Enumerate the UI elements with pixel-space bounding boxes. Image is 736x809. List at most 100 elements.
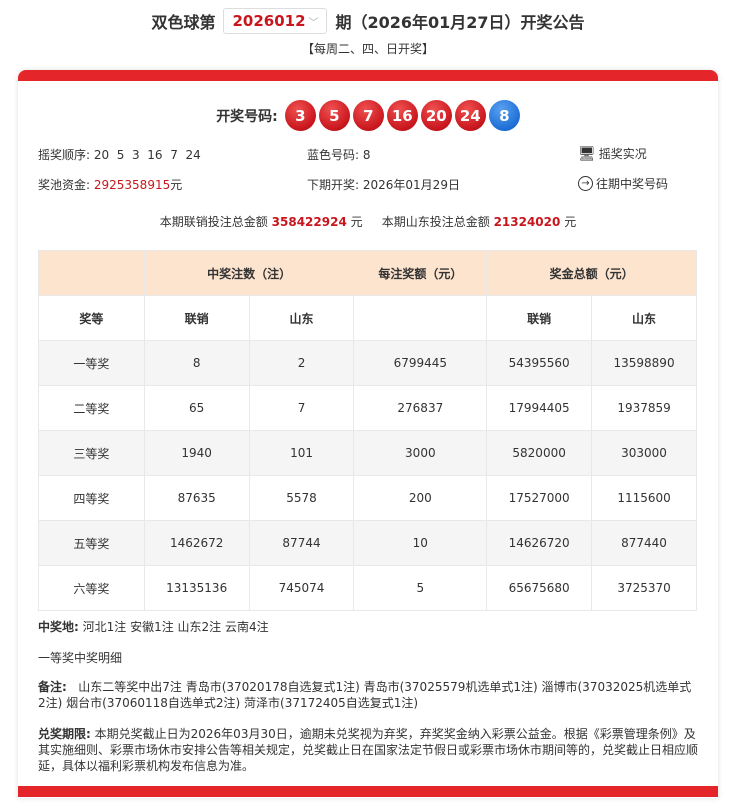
header-per-prize: 每注奖额（元） <box>353 250 488 296</box>
pool-label: 奖池资金: <box>38 178 91 192</box>
claim-deadline: 兑奖期限: 本期兑奖截止日为2026年03月30日，逾期未兑奖视为弃奖，弃奖奖金… <box>38 726 698 774</box>
next-label: 下期开奖: <box>307 178 360 192</box>
table-cell: 8 <box>143 340 250 386</box>
table-cell: 276837 <box>353 385 488 431</box>
table-cell: 7 <box>248 385 355 431</box>
chevron-down-icon: ﹀ <box>308 17 319 29</box>
table-cell: 6799445 <box>353 340 488 386</box>
table-cell: 3725370 <box>591 565 697 611</box>
table-cell: 303000 <box>591 430 697 476</box>
table-cell: 1940 <box>143 430 250 476</box>
header-shandong: 山东 <box>591 295 697 341</box>
header-national: 联销 <box>486 295 593 341</box>
arrow-circle-icon: → <box>578 176 593 191</box>
table-cell: 5 <box>353 565 488 611</box>
prize-table: 中奖注数（注） 每注奖额（元） 奖金总额（元） 奖等 联销 山东 联销 山东 一等奖 8 2 67… <box>38 250 697 611</box>
shandong-sales-value: 21324020 <box>493 215 561 229</box>
red-ball: 5 <box>318 100 350 131</box>
live-draw-link[interactable]: 🖥 摇奖实况 <box>578 145 647 162</box>
table-cell: 1462672 <box>143 520 250 566</box>
table-cell: 10 <box>353 520 488 566</box>
winners-label: 中奖地: <box>38 620 79 634</box>
pool-unit: 元 <box>170 178 183 192</box>
history-link-label: 往期中奖号码 <box>596 177 669 191</box>
red-ball: 20 <box>420 100 452 131</box>
shandong-sales-label: 本期山东投注总金额 <box>381 215 490 229</box>
red-ball: 3 <box>284 100 316 131</box>
prize-level: 六等奖 <box>38 565 145 611</box>
table-cell: 5578 <box>248 475 355 521</box>
header-shandong: 山东 <box>248 295 355 341</box>
card-bottom-bar <box>18 786 718 797</box>
table-row: 五等奖 1462672 87744 10 14626720 877440 <box>38 520 697 566</box>
header-empty <box>38 250 145 296</box>
pool-value: 2925358915 <box>93 178 171 192</box>
table-cell: 65675680 <box>486 565 593 611</box>
title-prefix: 双色球第 <box>151 13 216 32</box>
note-value: 山东二等奖中出7注 青岛市(37020178自选复式1注) 青岛市(370255… <box>38 680 692 710</box>
schedule: 【每周二、四、日开奖】 <box>301 42 434 56</box>
next-draw: 下期开奖: 2026年01月29日 <box>307 176 460 193</box>
header-winners-count: 中奖注数（注） <box>143 250 355 296</box>
prize-level: 一等奖 <box>38 340 145 386</box>
national-sales-value: 358422924 <box>271 215 347 229</box>
header-national: 联销 <box>143 295 250 341</box>
table-cell: 5820000 <box>486 430 593 476</box>
prize-level: 三等奖 <box>38 430 145 476</box>
header-empty <box>353 295 488 341</box>
table-cell: 13598890 <box>591 340 697 386</box>
table-row: 二等奖 65 7 276837 17994405 1937859 <box>38 385 697 431</box>
table-cell: 14626720 <box>486 520 593 566</box>
header-total: 奖金总额（元） <box>486 250 697 296</box>
prize-level: 五等奖 <box>38 520 145 566</box>
note-label: 备注: <box>38 680 67 694</box>
title-suffix: 期（2026年01月27日）开奖公告 <box>335 13 585 32</box>
blue-value: 8 <box>362 148 371 162</box>
table-row: 六等奖 13135136 745074 5 65675680 3725370 <box>38 565 697 611</box>
unit: 元 <box>564 215 577 229</box>
sales-summary: 本期联销投注总金额 358422924 元 本期山东投注总金额 21324020… <box>0 213 736 230</box>
table-cell: 1937859 <box>591 385 697 431</box>
blue-ball: 8 <box>488 100 520 131</box>
table-cell: 877440 <box>591 520 697 566</box>
issue-select[interactable]: 2026012 ﹀ <box>223 8 328 34</box>
red-ball: 16 <box>386 100 418 131</box>
blue-label: 蓝色号码: <box>307 148 360 162</box>
red-ball: 24 <box>454 100 486 131</box>
first-prize-detail: 一等奖中奖明细 <box>38 651 123 665</box>
card-top-bar <box>18 70 718 81</box>
table-row: 四等奖 87635 5578 200 17527000 1115600 <box>38 475 697 521</box>
deadline-value: 本期兑奖截止日为2026年03月30日，逾期未兑奖视为弃奖，弃奖奖金纳入彩票公益… <box>38 727 699 773</box>
page-title: 双色球第 2026012 ﹀ 期（2026年01月27日）开奖公告 <box>0 8 736 34</box>
table-cell: 3000 <box>353 430 488 476</box>
table-cell: 101 <box>248 430 355 476</box>
table-cell: 200 <box>353 475 488 521</box>
prize-level: 二等奖 <box>38 385 145 431</box>
prize-level: 四等奖 <box>38 475 145 521</box>
issue-value: 2026012 <box>232 12 306 30</box>
blue-number: 蓝色号码: 8 <box>307 146 371 163</box>
order-value: 20 5 3 16 7 24 <box>93 148 201 162</box>
table-cell: 54395560 <box>486 340 593 386</box>
table-cell: 17994405 <box>486 385 593 431</box>
numbers-label: 开奖号码: <box>216 108 278 125</box>
national-sales-label: 本期联销投注总金额 <box>159 215 268 229</box>
note: 备注: 山东二等奖中出7注 青岛市(37020178自选复式1注) 青岛市(37… <box>38 679 698 711</box>
table-cell: 65 <box>143 385 250 431</box>
live-link-label: 摇奖实况 <box>598 147 647 161</box>
monitor-icon: 🖥 <box>578 145 596 162</box>
history-link[interactable]: → 往期中奖号码 <box>578 175 668 192</box>
table-cell: 13135136 <box>143 565 250 611</box>
header-level: 奖等 <box>38 295 145 341</box>
table-row: 三等奖 1940 101 3000 5820000 303000 <box>38 430 697 476</box>
table-row: 一等奖 8 2 6799445 54395560 13598890 <box>38 340 697 386</box>
draw-order: 摇奖顺序: 20 5 3 16 7 24 <box>38 146 201 163</box>
winning-numbers: 开奖号码: 3 5 7 16 20 24 8 <box>0 100 736 131</box>
table-cell: 1115600 <box>591 475 697 521</box>
table-cell: 17527000 <box>486 475 593 521</box>
deadline-label: 兑奖期限: <box>38 727 91 741</box>
table-cell: 2 <box>248 340 355 386</box>
next-value: 2026年01月29日 <box>362 178 460 192</box>
table-cell: 87744 <box>248 520 355 566</box>
table-cell: 745074 <box>248 565 355 611</box>
